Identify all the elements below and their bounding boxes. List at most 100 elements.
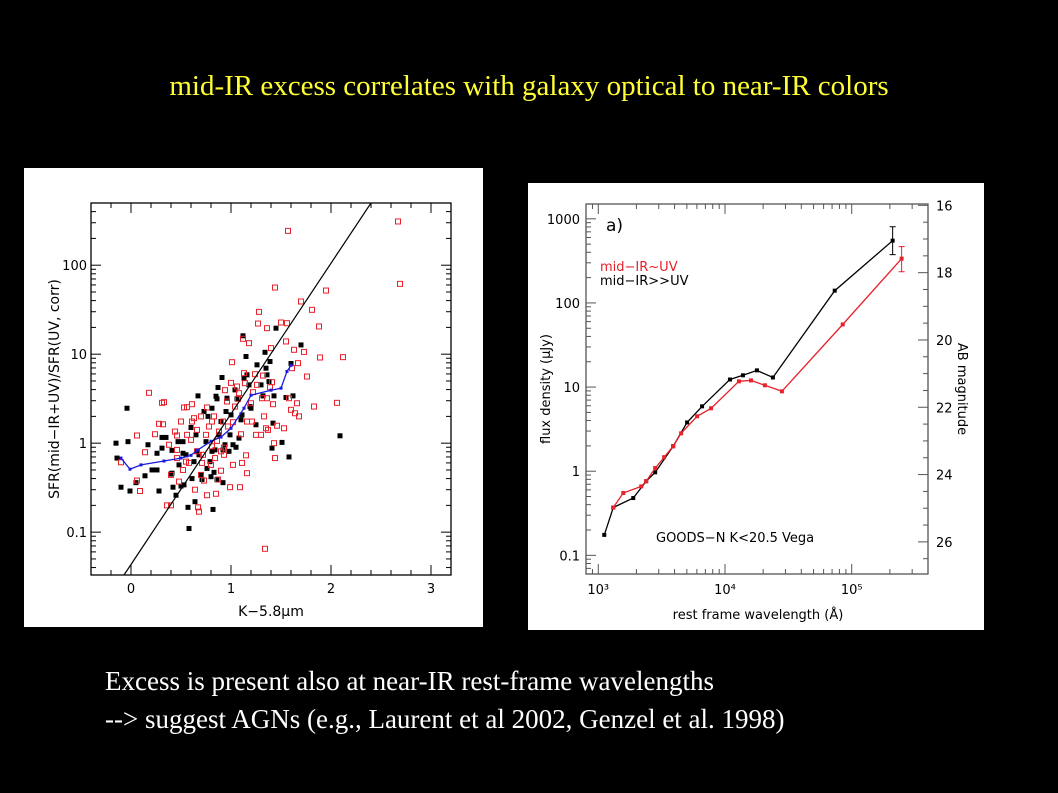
right-tick-label: 16	[936, 199, 953, 214]
data-point-filled	[203, 439, 209, 445]
data-point-open	[295, 360, 301, 367]
x-axis-label: rest frame wavelength (Å)	[673, 607, 844, 623]
data-point-filled	[189, 476, 195, 482]
data-point-open	[242, 380, 248, 387]
data-point-filled	[220, 480, 226, 486]
data-point-mid-ir-gg-uv	[770, 375, 775, 380]
y-tick-label: 1	[572, 465, 580, 480]
data-point-filled	[192, 499, 198, 505]
data-point-mid-ir-uv	[644, 479, 649, 484]
median-point	[219, 435, 223, 439]
data-point-open	[209, 418, 215, 425]
data-point-open	[269, 379, 275, 386]
data-point-open	[174, 446, 180, 453]
median-point	[279, 386, 283, 390]
data-point-filled	[186, 525, 192, 531]
data-point-filled	[193, 432, 199, 438]
data-point-filled	[234, 396, 240, 402]
data-point-open	[283, 338, 289, 345]
x-tick-label: 2	[327, 582, 335, 597]
data-point-open	[395, 218, 401, 225]
data-point-filled	[236, 435, 242, 441]
data-point-open	[203, 431, 209, 438]
data-point-open	[243, 452, 249, 459]
data-point-filled	[270, 420, 276, 426]
data-point-open	[188, 436, 194, 443]
median-point	[195, 448, 199, 452]
data-point-filled	[124, 405, 130, 411]
data-point-filled	[180, 439, 186, 445]
data-point-open	[221, 451, 227, 458]
data-point-filled	[154, 450, 160, 456]
data-point-open	[198, 413, 204, 420]
data-point-open	[164, 502, 170, 509]
data-point-filled	[201, 408, 207, 414]
data-point-filled	[213, 393, 219, 399]
y-tick-label: 1	[79, 437, 87, 452]
x-tick-label: 1	[227, 582, 235, 597]
data-point-filled	[223, 408, 229, 414]
data-point-open	[178, 418, 184, 425]
data-point-open	[180, 466, 186, 473]
data-point-filled	[195, 393, 201, 399]
series-lines	[602, 226, 905, 537]
y-tick-label: 10	[70, 348, 87, 363]
x-tick-label: 10⁴	[714, 583, 736, 598]
data-point-open	[261, 413, 267, 420]
y-tick-label: 100	[555, 297, 580, 312]
data-point-open	[265, 426, 271, 433]
data-point-filled	[248, 405, 254, 411]
data-point-filled	[208, 474, 214, 480]
median-point	[162, 459, 166, 463]
data-point-open	[213, 490, 219, 497]
data-point-open	[244, 418, 250, 425]
data-point-mid-ir-uv	[662, 455, 667, 460]
data-point-open	[258, 431, 264, 438]
data-point-mid-ir-gg-uv	[685, 420, 690, 425]
data-point-filled	[232, 387, 238, 393]
median-point	[209, 439, 213, 443]
data-point-mid-ir-gg-uv	[727, 377, 732, 382]
body-text-line-2: --> suggest AGNs (e.g., Laurent et al 20…	[105, 704, 785, 734]
data-point-filled	[178, 483, 184, 489]
data-point-mid-ir-gg-uv	[754, 368, 759, 373]
data-point-filled	[288, 361, 294, 367]
data-point-mid-ir-uv	[611, 505, 616, 510]
data-point-open	[317, 354, 323, 361]
data-point-open	[166, 441, 172, 448]
data-point-open	[255, 320, 261, 327]
x-tick-labels: 10³ 10⁴ 10⁵	[587, 583, 862, 598]
data-point-mid-ir-uv	[709, 406, 714, 411]
data-point-filled	[216, 432, 222, 438]
data-point-open	[230, 461, 236, 468]
data-point-open	[304, 373, 310, 380]
data-point-mid-ir-gg-uv	[700, 404, 705, 409]
data-point-open	[222, 387, 228, 394]
data-point-filled	[185, 504, 191, 510]
y-tick-label: 10	[563, 381, 580, 396]
right-axis-label: AB magnitude	[954, 343, 969, 435]
data-point-open	[142, 449, 148, 456]
y-axis-label: flux density (μJy)	[539, 334, 554, 444]
data-point-open	[134, 477, 140, 484]
data-point-filled	[286, 454, 292, 460]
y-tick-labels: 0.1 1 10 100 1000	[547, 213, 580, 565]
data-point-filled	[173, 492, 179, 498]
data-point-filled	[210, 506, 216, 512]
data-point-filled	[127, 488, 133, 494]
data-point-open	[254, 381, 260, 388]
data-point-open	[174, 432, 180, 439]
data-point-filled	[176, 462, 182, 468]
data-point-filled	[196, 452, 202, 458]
right-tick-label: 22	[936, 401, 953, 416]
data-point-open	[309, 306, 315, 313]
data-point-filled	[246, 382, 252, 388]
data-point-open	[236, 390, 242, 397]
data-point-open	[284, 320, 290, 327]
data-point-filled	[243, 353, 249, 359]
right-tick-labels: 16 18 20 22 24 26	[936, 199, 953, 551]
data-point-filled	[212, 447, 218, 453]
data-point-open	[200, 451, 206, 458]
data-point-filled	[205, 413, 211, 419]
data-point-open	[323, 287, 329, 294]
